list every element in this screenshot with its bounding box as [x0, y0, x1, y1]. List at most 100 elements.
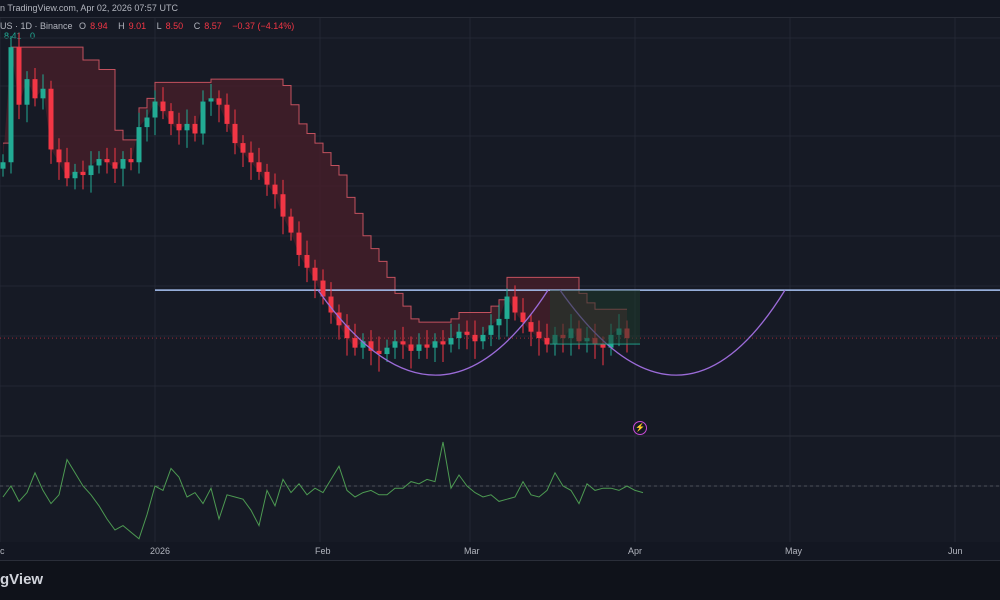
- candle-body: [392, 341, 398, 348]
- candle-body: [312, 267, 318, 281]
- candle-body: [368, 341, 374, 351]
- candle-body: [288, 216, 294, 233]
- candle-body: [136, 127, 142, 163]
- candle-body: [504, 296, 510, 319]
- indicator-value: 8.41: [4, 31, 22, 41]
- candle-body: [168, 111, 174, 124]
- candle-body: [104, 159, 110, 163]
- date-label: c: [0, 546, 5, 556]
- candle-body: [256, 162, 262, 172]
- footer-bar: gView: [0, 560, 1000, 600]
- date-axis: c 2026 Feb Mar Apr May Jun: [0, 542, 1000, 560]
- candle-body: [432, 341, 438, 348]
- symbol-label: US · 1D · Binance: [0, 21, 73, 31]
- handle-zone: [550, 290, 640, 345]
- candle-body: [208, 98, 214, 102]
- candle-body: [128, 159, 134, 163]
- candle-body: [120, 159, 126, 169]
- date-label: Feb: [315, 546, 331, 556]
- candle-body: [160, 101, 166, 112]
- close-value: 8.57: [204, 21, 222, 31]
- candle-body: [424, 344, 430, 348]
- close-label: C: [193, 21, 201, 31]
- candle-body: [448, 338, 454, 345]
- candle-body: [272, 184, 278, 195]
- change-value: −0.37 (−4.14%): [232, 21, 295, 31]
- brand-logo: gView: [0, 571, 44, 588]
- indicator-line: [2, 441, 644, 540]
- candle-body: [8, 47, 14, 163]
- source-text: n TradingView.com, Apr 02, 2026 07:57 UT…: [0, 3, 178, 13]
- date-label: Apr: [628, 546, 643, 556]
- candle-body: [56, 149, 62, 163]
- cup-arc: [317, 289, 549, 376]
- price-chart[interactable]: [0, 18, 1000, 542]
- candle-body: [544, 338, 550, 345]
- candle-body: [416, 344, 422, 351]
- candle-body: [520, 312, 526, 323]
- candle-body: [304, 254, 310, 268]
- candle-body: [456, 331, 462, 339]
- high-value: 9.01: [128, 21, 147, 31]
- candle-body: [512, 296, 518, 313]
- date-label: 2026: [150, 546, 171, 556]
- candle-body: [192, 123, 198, 134]
- candle-body: [16, 47, 22, 105]
- candle-body: [64, 162, 70, 179]
- candle-body: [344, 325, 350, 339]
- candle-body: [480, 334, 486, 342]
- candle-body: [336, 312, 342, 326]
- candle-body: [248, 152, 254, 163]
- candle-body: [296, 232, 302, 255]
- candle-body: [232, 123, 238, 144]
- candle-body: [0, 162, 6, 169]
- low-value: 8.50: [165, 21, 184, 31]
- candle-body: [280, 194, 286, 217]
- candle-body: [216, 98, 222, 105]
- date-label: Mar: [464, 546, 480, 556]
- candle-body: [144, 117, 150, 128]
- candle-body: [264, 171, 270, 185]
- candle-body: [360, 341, 366, 348]
- open-value: 8.94: [90, 21, 108, 31]
- candle-body: [328, 296, 334, 313]
- top-info-bar: n TradingView.com, Apr 02, 2026 07:57 UT…: [0, 0, 1000, 18]
- candle-body: [384, 347, 390, 355]
- candle-body: [496, 318, 502, 326]
- candle-body: [72, 171, 78, 179]
- candle-body: [112, 162, 118, 169]
- candle-body: [152, 101, 158, 118]
- indicator-extra: 0: [30, 31, 36, 41]
- candle-body: [224, 104, 230, 124]
- candle-body: [80, 171, 86, 176]
- candle-body: [408, 344, 414, 351]
- candle-body: [32, 79, 38, 99]
- candle-body: [24, 79, 30, 105]
- candle-body: [400, 341, 406, 345]
- candle-body: [440, 341, 446, 345]
- candle-body: [200, 101, 206, 134]
- candle-body: [184, 123, 190, 131]
- chart-header: n TradingView.com, Apr 02, 2026 07:57 UT…: [0, 3, 182, 13]
- low-label: L: [156, 21, 162, 31]
- candle-body: [96, 159, 102, 166]
- cloud-band: [3, 47, 627, 355]
- indicator-legend: 8.41 0: [4, 31, 41, 41]
- candle-body: [376, 350, 382, 355]
- candle-body: [88, 165, 94, 176]
- candle-body: [600, 344, 606, 348]
- open-label: O: [79, 21, 87, 31]
- candle-body: [488, 325, 494, 335]
- candle-body: [240, 143, 246, 153]
- candle-body: [472, 334, 478, 342]
- candle-body: [352, 338, 358, 348]
- candle-body: [528, 322, 534, 332]
- candle-body: [40, 88, 46, 99]
- ohlc-legend: US · 1D · Binance O 8.94 H 9.01 L 8.50 C 8.5…: [0, 21, 298, 31]
- candle-body: [176, 123, 182, 131]
- lightning-icon[interactable]: ⚡: [633, 421, 647, 435]
- candle-body: [48, 88, 54, 150]
- candle-body: [536, 331, 542, 339]
- high-label: H: [118, 21, 125, 31]
- date-label: Jun: [948, 546, 963, 556]
